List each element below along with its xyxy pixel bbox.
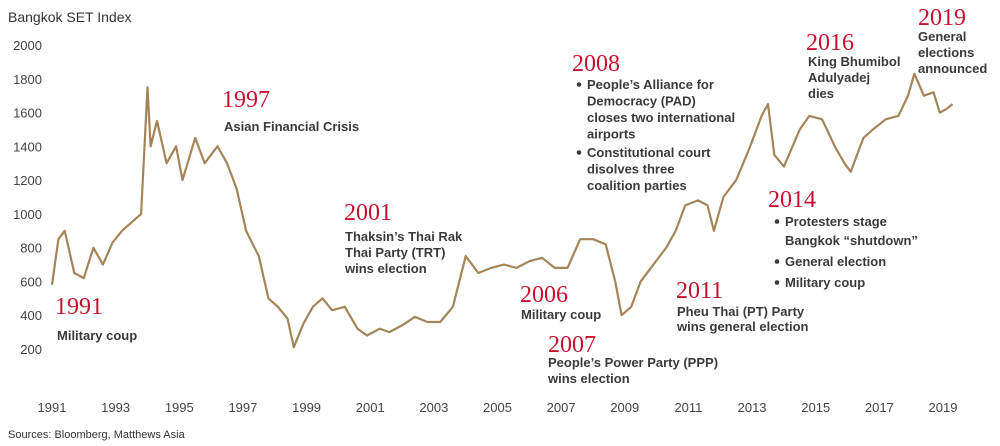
annotation-year: 2001 xyxy=(344,200,392,226)
annotation-text: Thai Party (TRT) xyxy=(345,245,445,260)
source: Sources: Bloomberg, Matthews Asia xyxy=(8,429,186,441)
annotation-text: King Bhumibol xyxy=(808,54,900,69)
bullet xyxy=(774,280,780,285)
annotation-year: 2006 xyxy=(520,282,568,308)
bullet xyxy=(774,219,780,224)
x-tick-label: 2011 xyxy=(674,400,702,415)
annotation-text: Constitutional court xyxy=(587,145,711,160)
annotation-text: Military coup xyxy=(57,328,137,343)
annotation-text: Adulyadej xyxy=(808,70,870,85)
annotation-text: People’s Power Party (PPP) xyxy=(548,355,718,370)
bullet xyxy=(576,150,582,155)
annotation-year: 2008 xyxy=(572,51,620,77)
chart-title: Bangkok SET Index xyxy=(8,9,131,25)
annotation-text: Pheu Thai (PT) Party xyxy=(677,304,805,319)
x-tick-label: 2013 xyxy=(738,400,767,415)
annotation-text: wins election xyxy=(547,371,630,386)
annotation-text: announced xyxy=(918,61,987,76)
x-tick-label: 2001 xyxy=(356,400,385,415)
annotation-text: dies xyxy=(808,86,834,101)
annotation-text: wins election xyxy=(344,261,427,276)
y-tick-label: 2000 xyxy=(13,38,42,53)
x-tick-label: 1997 xyxy=(228,400,257,415)
y-tick-label: 400 xyxy=(20,308,42,323)
x-tick-label: 1991 xyxy=(38,400,67,415)
annotation-text: coalition parties xyxy=(587,178,687,193)
annotation-text: disolves three xyxy=(587,162,674,177)
annotation-text: elections xyxy=(918,45,974,60)
y-tick-label: 600 xyxy=(20,274,42,289)
x-tick-label: 1999 xyxy=(292,400,321,415)
annotation-text: Democracy (PAD) xyxy=(587,94,696,109)
annotation-text: closes two international xyxy=(587,110,735,125)
bullet xyxy=(774,259,780,264)
annotation-text: airports xyxy=(587,127,635,142)
annotation-year: 1997 xyxy=(222,87,270,113)
annotation-text: Military coup xyxy=(521,307,601,322)
annotation-text: Asian Financial Crisis xyxy=(224,119,359,134)
x-tick-label: 1995 xyxy=(165,400,194,415)
x-tick-label: 2009 xyxy=(610,400,639,415)
annotation-text: Bangkok “shutdown” xyxy=(785,233,918,248)
annotation-year: 2016 xyxy=(806,30,854,56)
annotation-text: Protesters stage xyxy=(785,214,887,229)
x-tick-label: 2019 xyxy=(929,400,958,415)
y-tick-label: 200 xyxy=(20,342,42,357)
y-tick-label: 1600 xyxy=(13,106,42,121)
annotation-text: General election xyxy=(785,254,886,269)
x-tick-label: 2017 xyxy=(865,400,894,415)
y-tick-label: 800 xyxy=(20,241,42,256)
x-tick-label: 2005 xyxy=(483,400,512,415)
y-tick-label: 1200 xyxy=(13,173,42,188)
y-tick-label: 1000 xyxy=(13,207,42,222)
annotation-year: 1991 xyxy=(55,294,103,320)
annotation-year: 2019 xyxy=(918,5,966,31)
y-tick-label: 1400 xyxy=(13,139,42,154)
annotation-text: General xyxy=(918,29,966,44)
annotation-year: 2007 xyxy=(548,332,596,358)
x-tick-label: 2015 xyxy=(801,400,830,415)
annotation-year: 2011 xyxy=(676,278,723,304)
annotation-text: Thaksin’s Thai Rak xyxy=(345,229,463,244)
x-tick-label: 2003 xyxy=(419,400,448,415)
y-tick-label: 1800 xyxy=(13,72,42,87)
annotation-text: People’s Alliance for xyxy=(587,77,714,92)
annotation-text: wins general election xyxy=(676,319,809,334)
index-line xyxy=(50,72,954,349)
annotation-year: 2014 xyxy=(768,187,816,213)
bullet xyxy=(576,82,582,87)
x-tick-label: 2007 xyxy=(547,400,576,415)
annotation-text: Military coup xyxy=(785,275,865,290)
x-tick-label: 1993 xyxy=(101,400,130,415)
